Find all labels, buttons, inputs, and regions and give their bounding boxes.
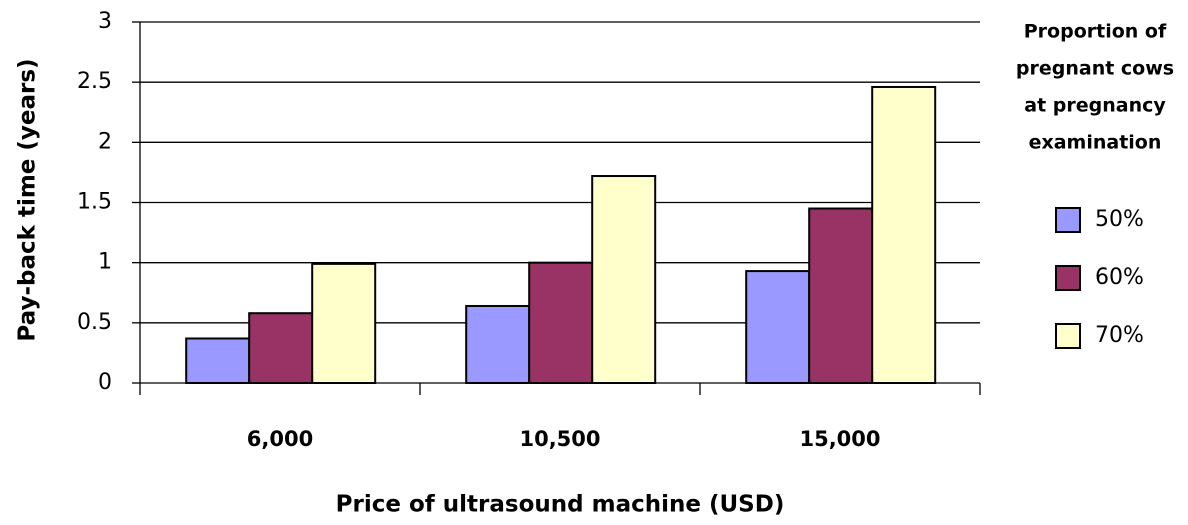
legend-title: examination: [1029, 132, 1162, 154]
x-tick-label: 6,000: [247, 427, 313, 451]
legend-title: Proportion of: [1024, 21, 1167, 43]
bar: [248, 312, 314, 384]
bar: [745, 270, 811, 384]
bar: [591, 175, 657, 384]
y-tick-label: 0: [98, 370, 112, 395]
bar: [311, 262, 377, 384]
y-tick-label: 1: [98, 250, 112, 275]
legend-label: 50%: [1095, 207, 1144, 232]
x-tick-label: 10,500: [519, 427, 600, 451]
y-tick-label: 1.5: [77, 190, 112, 215]
x-tick-label: 15,000: [799, 427, 880, 451]
legend-swatch: [1055, 207, 1081, 233]
x-axis-title: Price of ultrasound machine (USD): [336, 492, 785, 518]
bar: [808, 207, 874, 384]
legend-title: pregnant cows: [1016, 58, 1174, 80]
legend-label: 70%: [1095, 323, 1144, 348]
bar: [871, 85, 937, 384]
y-tick-label: 2.5: [77, 69, 112, 94]
legend-swatch: [1055, 323, 1081, 349]
bar: [528, 261, 594, 384]
bar: [465, 304, 531, 384]
y-tick-label: 2: [98, 129, 112, 154]
legend-swatch: [1055, 265, 1081, 291]
y-tick-label: 3: [98, 9, 112, 34]
y-axis-title: Pay-back time (years): [15, 58, 41, 341]
legend-label: 60%: [1095, 265, 1144, 290]
y-tick-label: 0.5: [77, 310, 112, 335]
legend-title: at pregnancy: [1024, 95, 1166, 117]
bar: [185, 337, 251, 384]
